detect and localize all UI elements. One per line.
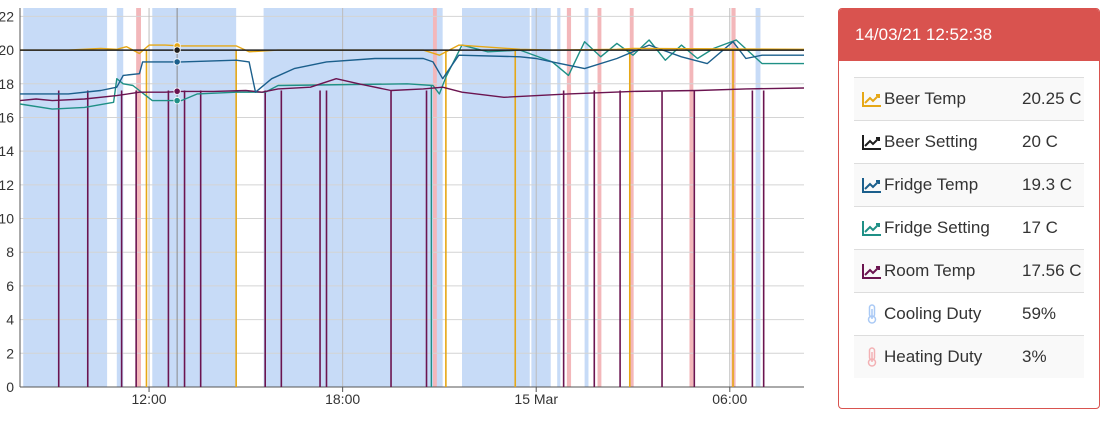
heating-band — [432, 8, 437, 387]
beer-setting-marker — [173, 46, 181, 54]
chart-svg[interactable]: 0 2 4 6 8 10 12 14 16 18 20 22 12:00 18:00 15 Mar 06:00 — [0, 0, 820, 422]
line-chart-icon — [860, 134, 884, 150]
line-chart-icon — [860, 177, 884, 193]
y-tick-label: 4 — [6, 312, 14, 328]
status-label: Cooling Duty — [884, 304, 982, 323]
room-temp-line — [19, 78, 805, 102]
y-tick-label: 14 — [0, 143, 14, 159]
status-row[interactable]: Beer Temp 20.25 C — [854, 77, 1084, 120]
status-row[interactable]: Heating Duty 3% — [854, 335, 1084, 378]
y-tick-label: 22 — [0, 8, 14, 24]
cooling-band — [755, 8, 761, 387]
room-temp-marker — [173, 87, 181, 95]
panel-timestamp: 14/03/21 12:52:38 — [839, 9, 1099, 61]
cooling-band — [462, 8, 530, 387]
status-value: 59% — [1022, 304, 1057, 323]
status-row[interactable]: Fridge Setting 17 C — [854, 206, 1084, 249]
status-value: 20 C — [1022, 132, 1058, 151]
cooling-band — [116, 8, 124, 387]
cooling-band — [584, 8, 589, 387]
heating-band — [597, 8, 602, 387]
line-chart-icon — [860, 263, 884, 279]
status-value: 3% — [1022, 347, 1047, 366]
y-tick-label: 8 — [6, 244, 14, 260]
y-tick-label: 12 — [0, 177, 14, 193]
thermometer-icon — [860, 347, 884, 367]
x-tick-label: 18:00 — [325, 391, 360, 407]
status-label: Beer Temp — [884, 89, 966, 108]
status-label: Fridge Setting — [884, 218, 990, 237]
x-tick-label: 06:00 — [712, 391, 747, 407]
cooling-band — [557, 8, 561, 387]
status-value: 20.25 C — [1022, 89, 1082, 108]
status-value: 17.56 C — [1022, 261, 1082, 280]
status-row[interactable]: Beer Setting 20 C — [854, 120, 1084, 163]
thermometer-icon — [860, 304, 884, 324]
y-tick-label: 18 — [0, 76, 14, 92]
status-panel: 14/03/21 12:52:38 Beer Temp 20.25 C Beer S… — [838, 8, 1100, 409]
fridge-setting-line — [19, 39, 804, 110]
cooling-band — [23, 8, 108, 387]
status-label: Room Temp — [884, 261, 976, 280]
y-tick-label: 16 — [0, 109, 14, 125]
heating-band — [136, 8, 141, 387]
y-tick-label: 2 — [6, 345, 14, 361]
heating-band — [689, 8, 694, 387]
cooling-band — [152, 8, 237, 387]
status-row[interactable]: Fridge Temp 19.3 C — [854, 163, 1084, 206]
status-row[interactable]: Room Temp 17.56 C — [854, 249, 1084, 292]
cooling-band — [531, 8, 551, 387]
heating-band — [629, 8, 634, 387]
fridge-setting-marker — [173, 97, 181, 105]
status-label: Fridge Temp — [884, 175, 979, 194]
x-tick-label: 12:00 — [132, 391, 167, 407]
line-chart-icon — [860, 220, 884, 236]
y-tick-label: 10 — [0, 211, 14, 227]
x-tick-label: 15 Mar — [514, 391, 558, 407]
status-row[interactable]: Cooling Duty 59% — [854, 292, 1084, 335]
y-tick-label: 6 — [6, 278, 14, 294]
status-table: Beer Temp 20.25 C Beer Setting 20 C Fridge T… — [854, 77, 1084, 378]
y-tick-label: 20 — [0, 42, 14, 58]
y-tick-label: 0 — [6, 379, 14, 395]
status-value: 19.3 C — [1022, 175, 1073, 194]
fridge-temp-marker — [173, 58, 181, 66]
heating-band — [566, 8, 572, 387]
line-chart-icon — [860, 91, 884, 107]
status-label: Beer Setting — [884, 132, 978, 151]
status-label: Heating Duty — [884, 347, 983, 366]
fridge-temp-line — [20, 41, 804, 95]
status-value: 17 C — [1022, 218, 1058, 237]
cooling-band — [263, 8, 443, 387]
